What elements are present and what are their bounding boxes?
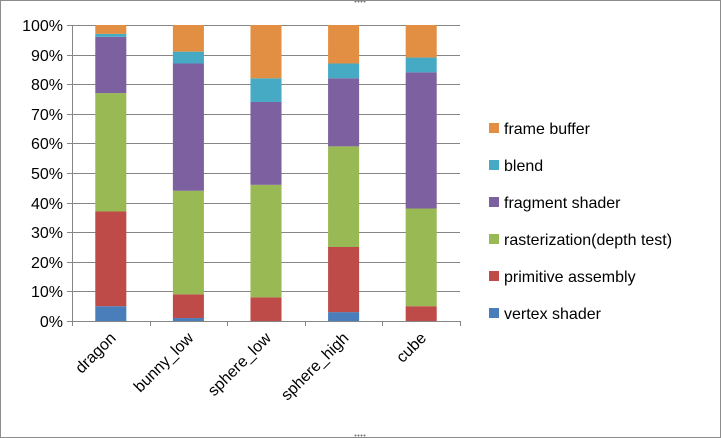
- bar-segment-fragment-shader[interactable]: [328, 78, 360, 147]
- legend-label: frame buffer: [504, 121, 591, 138]
- y-tick-label: 80%: [31, 77, 63, 94]
- legend-swatch: [489, 197, 499, 207]
- y-tick-label: 50%: [31, 166, 63, 183]
- bar-segment-frame-buffer[interactable]: [95, 25, 127, 34]
- bar-segment-blend[interactable]: [405, 57, 437, 73]
- bar-segment-rasterization-depth-test[interactable]: [95, 93, 127, 212]
- bar-stacks: [95, 25, 437, 321]
- bar-segment-frame-buffer[interactable]: [172, 25, 204, 52]
- y-tick-label: 0%: [40, 314, 63, 331]
- bar-segment-fragment-shader[interactable]: [250, 101, 282, 185]
- bar-segment-fragment-shader[interactable]: [95, 36, 127, 94]
- bar-segment-blend[interactable]: [328, 63, 360, 79]
- y-tick-label: 20%: [31, 255, 63, 272]
- legend-label: primitive assembly: [504, 269, 636, 286]
- y-tick-label: 70%: [31, 107, 63, 124]
- legend-swatch: [489, 234, 499, 244]
- bar-segment-primitive-assembly[interactable]: [95, 211, 127, 307]
- bar-segment-fragment-shader[interactable]: [172, 63, 204, 191]
- y-tick-label: 40%: [31, 196, 63, 213]
- top-resize-handle[interactable]: [354, 0, 366, 3]
- bar-segment-vertex-shader[interactable]: [328, 312, 360, 321]
- bar-segment-fragment-shader[interactable]: [405, 72, 437, 209]
- bar-segment-rasterization-depth-test[interactable]: [328, 146, 360, 247]
- legend-label: rasterization(depth test): [504, 232, 672, 249]
- y-tick-label: 10%: [31, 284, 63, 301]
- legend-label: blend: [504, 158, 543, 175]
- bottom-resize-handle[interactable]: [354, 434, 366, 437]
- bar-segment-rasterization-depth-test[interactable]: [405, 208, 437, 307]
- bar-segment-rasterization-depth-test[interactable]: [172, 190, 204, 295]
- bar-segment-primitive-assembly[interactable]: [328, 247, 360, 313]
- x-tick-labels: dragon bunny_low sphere_low sphere_high cube: [72, 329, 430, 404]
- bar-segment-rasterization-depth-test[interactable]: [250, 184, 282, 298]
- y-tick-label: 30%: [31, 225, 63, 242]
- y-tick-label: 100%: [22, 18, 63, 35]
- legend-swatch: [489, 271, 499, 281]
- x-tick-label: dragon: [72, 330, 119, 377]
- x-tick-label: cube: [393, 330, 430, 367]
- bar-segment-blend[interactable]: [172, 51, 204, 64]
- y-tick-label: 90%: [31, 48, 63, 65]
- legend: frame buffer blend fragment shader rasteriz…: [489, 121, 672, 323]
- legend-swatch: [489, 160, 499, 170]
- bar-segment-primitive-assembly[interactable]: [250, 297, 282, 321]
- bar-segment-vertex-shader[interactable]: [172, 318, 204, 321]
- bar-segment-blend[interactable]: [95, 33, 127, 37]
- bar-segment-vertex-shader[interactable]: [95, 306, 127, 321]
- bar-segment-primitive-assembly[interactable]: [172, 294, 204, 319]
- bar-segment-frame-buffer[interactable]: [328, 25, 360, 64]
- axes: [67, 25, 461, 326]
- legend-swatch: [489, 123, 499, 133]
- y-tick-labels: 0% 10% 20% 30% 40% 50% 60% 70% 80% 90% 100%: [22, 18, 63, 331]
- legend-swatch: [489, 308, 499, 318]
- legend-label: vertex shader: [504, 306, 602, 323]
- bar-segment-frame-buffer[interactable]: [405, 25, 437, 58]
- legend-label: fragment shader: [504, 195, 621, 212]
- x-tick-label: bunny_low: [131, 329, 197, 395]
- bar-segment-primitive-assembly[interactable]: [405, 306, 437, 321]
- bar-segment-frame-buffer[interactable]: [250, 25, 282, 79]
- bar-segment-blend[interactable]: [250, 78, 282, 102]
- x-tick-label: sphere_low: [205, 329, 275, 399]
- y-tick-label: 60%: [31, 136, 63, 153]
- x-tick-label: sphere_high: [278, 330, 352, 404]
